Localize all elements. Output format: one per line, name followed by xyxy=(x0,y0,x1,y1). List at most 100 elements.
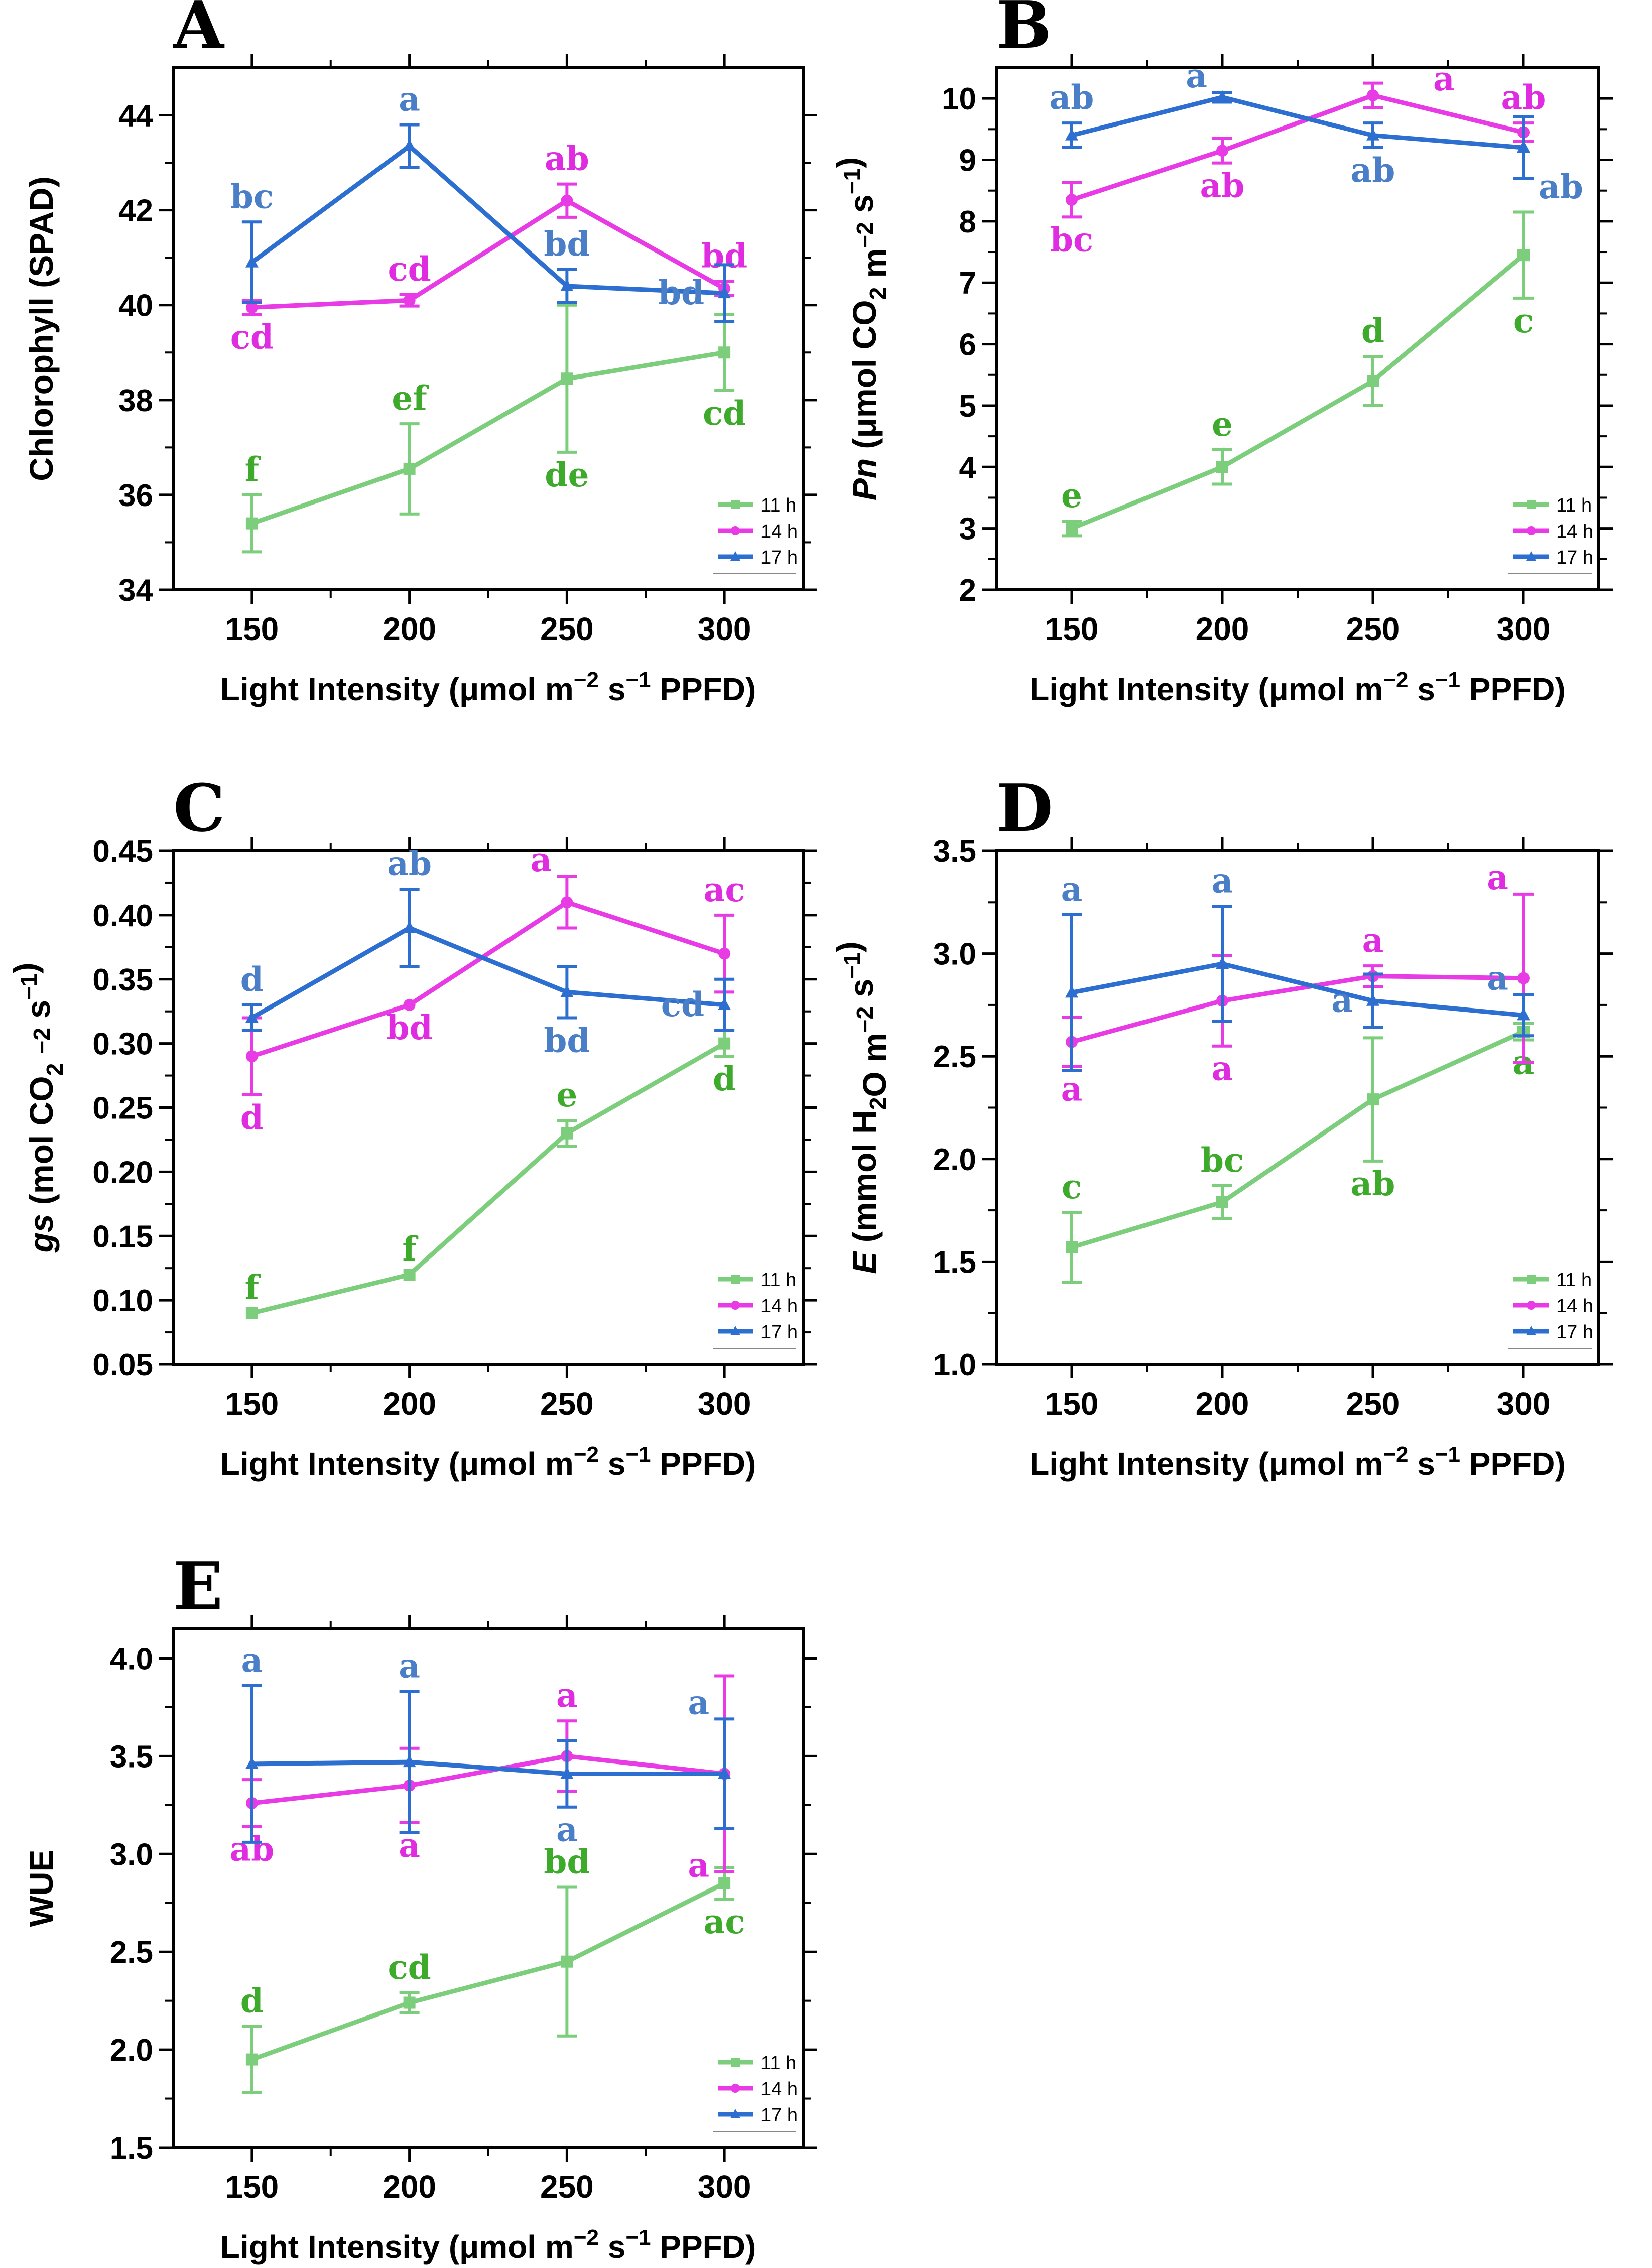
significance-label: ab xyxy=(545,139,589,178)
y-label-part: ) xyxy=(830,941,867,952)
series-14-h: cd cd ab bd xyxy=(230,139,748,357)
y-tick-label: 4.0 xyxy=(110,1642,153,1676)
series-11-h: f f e d xyxy=(245,1029,736,1319)
x-tick-label: 250 xyxy=(540,611,594,647)
series-line xyxy=(251,198,726,310)
y-tick-label: 44 xyxy=(118,99,153,134)
y-tick-label: 0.05 xyxy=(92,1348,153,1382)
plot-frame xyxy=(172,849,805,1366)
significance-label: ab xyxy=(1200,166,1245,205)
significance-label: ab xyxy=(387,844,432,884)
legend-marker xyxy=(1527,500,1536,509)
significance-label: a xyxy=(1061,1070,1083,1109)
significance-label: a xyxy=(556,1810,578,1849)
y-tick-label: 36 xyxy=(118,478,153,513)
panel-letter: D xyxy=(996,770,1053,846)
significance-label: ac xyxy=(704,1902,745,1941)
x-label-sup: −1 xyxy=(625,2225,651,2250)
significance-label: a xyxy=(1487,858,1508,897)
y-tick-label: 1.5 xyxy=(110,2131,153,2166)
significance-label: ab xyxy=(1539,167,1583,206)
series-line xyxy=(250,144,725,296)
series-line xyxy=(251,350,725,526)
significance-label: a xyxy=(556,1676,578,1715)
data-point-triangle xyxy=(245,255,259,268)
significance-label: bc xyxy=(1050,220,1093,259)
panel-letter: C xyxy=(173,770,225,846)
series-11-h: e e d c xyxy=(1061,210,1534,538)
significance-label: bd xyxy=(544,1842,590,1881)
y-label-part: E xyxy=(846,1251,883,1274)
data-point-circle xyxy=(1066,194,1078,206)
legend-label: 17 h xyxy=(760,1322,798,1343)
x-axis-label: Light Intensity (μmol m−2 s−1 PPFD) xyxy=(1030,1442,1566,1482)
significance-label: d xyxy=(1361,311,1384,350)
series-11-h: d cd bd ac xyxy=(240,1842,745,2094)
y-label-part: ) xyxy=(830,157,867,168)
significance-label: a xyxy=(1212,1049,1233,1088)
significance-label: cd xyxy=(388,249,431,289)
x-label-part: Light Intensity (μmol m xyxy=(1030,1446,1383,1482)
legend: 11 h 14 h 17 h xyxy=(713,495,798,574)
legend-marker xyxy=(731,500,740,509)
data-point-square xyxy=(403,462,416,475)
series-line xyxy=(1071,1029,1524,1250)
data-point-circle xyxy=(403,998,416,1011)
significance-label: d xyxy=(713,1059,736,1098)
data-point-triangle xyxy=(245,1011,259,1023)
x-label-part: Light Intensity (μmol m xyxy=(1030,671,1383,707)
x-axis-label: Light Intensity (μmol m−2 s−1 PPFD) xyxy=(220,2225,756,2265)
legend-label: 11 h xyxy=(760,495,796,516)
x-label-part: PPFD) xyxy=(1460,671,1566,707)
y-label-part: (mmol H xyxy=(846,1110,883,1251)
y-tick-label: 2.5 xyxy=(110,1935,153,1970)
legend: 11 h 14 h 17 h xyxy=(713,1270,798,1349)
y-label-part: −2 xyxy=(852,222,878,248)
y-tick-label: 2.0 xyxy=(933,1143,976,1177)
y-tick-label: 9 xyxy=(959,144,976,178)
legend-marker xyxy=(730,1326,740,1335)
data-point-triangle xyxy=(1517,1008,1530,1021)
significance-label: a xyxy=(399,1647,420,1686)
x-tick-label: 300 xyxy=(698,1385,751,1422)
x-tick-label: 300 xyxy=(698,2169,751,2205)
y-label-part: 2 xyxy=(865,287,891,300)
x-label-part: Light Intensity (μmol m xyxy=(220,2229,574,2265)
y-axis-label: WUE xyxy=(23,1850,60,1927)
data-point-circle xyxy=(1216,145,1228,157)
significance-label: a xyxy=(688,1845,709,1884)
legend-label: 14 h xyxy=(1556,521,1593,542)
x-axis-label: Light Intensity (μmol m−2 s−1 PPFD) xyxy=(220,668,756,707)
legend-label: 17 h xyxy=(760,2105,798,2126)
data-point-square xyxy=(718,346,731,359)
significance-label: a xyxy=(688,1683,709,1722)
series-17-h: a aaa xyxy=(1061,861,1534,1072)
y-tick-label: 0.30 xyxy=(92,1027,153,1062)
significance-label: cd xyxy=(661,985,704,1024)
y-label-part: −1 xyxy=(16,974,42,1000)
data-point-square xyxy=(561,1955,573,1968)
y-tick-label: 3.5 xyxy=(110,1739,153,1774)
y-tick-label: 1.5 xyxy=(933,1245,976,1280)
y-axis-label: Chlorophyll (SPAD) xyxy=(23,176,60,481)
legend-marker xyxy=(731,2084,740,2093)
significance-label: bc xyxy=(1201,1141,1244,1180)
x-tick-label: 200 xyxy=(383,1385,436,1422)
y-label-part: −1 xyxy=(839,168,865,194)
data-point-triangle xyxy=(560,985,574,997)
legend-label: 14 h xyxy=(760,2079,798,2100)
significance-label: ab xyxy=(1351,151,1395,190)
data-point-triangle xyxy=(560,1767,574,1779)
significance-label: ab xyxy=(1501,78,1546,117)
legend-label: 14 h xyxy=(760,1296,798,1317)
data-point-circle xyxy=(245,1050,258,1063)
significance-label: d xyxy=(240,960,264,999)
panel-letter: A xyxy=(172,0,225,63)
y-tick-label: 0.15 xyxy=(92,1219,153,1254)
data-point-triangle xyxy=(1366,128,1379,141)
panel-letter: E xyxy=(173,1548,223,1624)
significance-label: a xyxy=(1433,59,1455,98)
y-tick-label: 34 xyxy=(118,573,153,608)
significance-label: f xyxy=(402,1229,418,1269)
